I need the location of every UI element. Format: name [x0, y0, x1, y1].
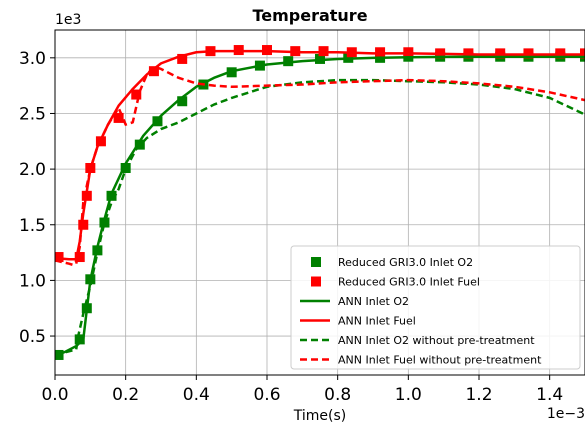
x-tick-label: 1.0 — [395, 385, 422, 405]
legend-marker — [311, 276, 321, 287]
x-tick-label: 0.8 — [324, 385, 351, 405]
y-exponent-label: 1e3 — [55, 12, 81, 28]
y-tick-label: 0.5 — [19, 327, 46, 347]
series-line-ann-inlet-fuel-without-pre-treatment — [55, 65, 585, 267]
x-tick-label: 0.2 — [112, 385, 139, 405]
x-tick-label: 0.4 — [183, 385, 210, 405]
x-tick-label: 1.4 — [536, 385, 563, 405]
data-point — [131, 89, 142, 100]
y-tick-label: 2.0 — [19, 160, 46, 180]
series-line-ann-inlet-fuel — [55, 49, 585, 261]
data-point — [177, 96, 188, 107]
chart-title: Temperature — [252, 6, 367, 25]
data-point — [78, 219, 89, 230]
legend-label: ANN Inlet Fuel without pre-treatment — [338, 354, 542, 367]
y-tick-label: 3.0 — [19, 49, 46, 69]
legend-label: ANN Inlet O2 — [338, 295, 409, 308]
legend-label: Reduced GRI3.0 Inlet Fuel — [338, 276, 480, 289]
x-axis-label: Time(s) — [293, 408, 346, 424]
legend-marker — [311, 257, 321, 267]
data-point — [177, 53, 188, 64]
legend-label: ANN Inlet O2 without pre-treatment — [338, 334, 535, 347]
y-tick-label: 1.0 — [19, 271, 46, 291]
x-exponent-label: 1e−3 — [547, 406, 585, 422]
data-point — [74, 334, 85, 345]
series-layer — [55, 45, 585, 360]
y-tick-label: 2.5 — [19, 104, 46, 124]
legend: Reduced GRI3.0 Inlet O2 Reduced GRI3.0 In… — [290, 245, 581, 370]
legend-box — [290, 245, 581, 370]
data-point — [55, 252, 64, 263]
data-point — [283, 56, 294, 67]
legend-label: ANN Inlet Fuel — [338, 315, 416, 328]
data-point — [113, 112, 124, 123]
x-tick-label: 0.6 — [253, 385, 280, 405]
legend-label: Reduced GRI3.0 Inlet O2 — [338, 256, 473, 269]
y-tick-label: 1.5 — [19, 216, 46, 236]
x-tick-label: 1.2 — [465, 385, 492, 405]
plot-frame — [54, 29, 585, 376]
x-tick-label: 0.0 — [41, 385, 68, 405]
data-point — [148, 66, 159, 77]
axis-ticks: 0.0 0.2 0.4 0.6 0.8 1.0 1.2 1.4 0.5 1.0 1.5 2.0 2.5 3… — [19, 49, 563, 405]
data-point — [74, 252, 85, 263]
